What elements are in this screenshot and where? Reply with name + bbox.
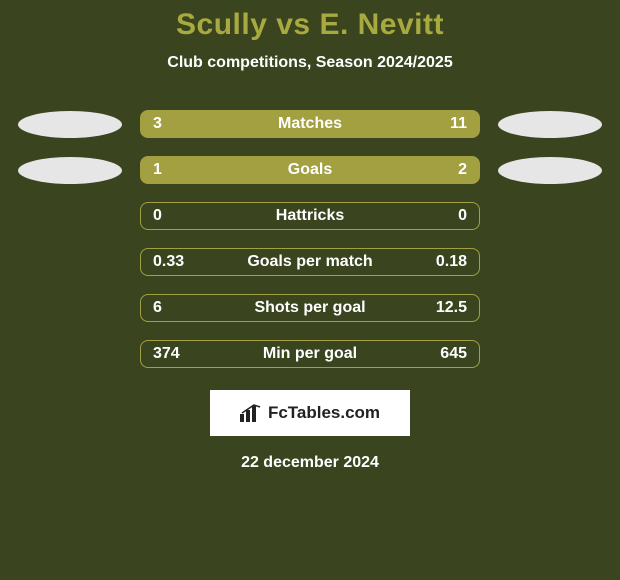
stat-right-value: 0 bbox=[458, 207, 467, 225]
stat-bar: 0 Hattricks 0 bbox=[140, 202, 480, 230]
stat-row: 3 Matches 11 bbox=[0, 110, 620, 138]
stat-right-value: 0.18 bbox=[436, 253, 467, 271]
stat-left-value: 0 bbox=[153, 207, 162, 225]
player2-marker bbox=[498, 111, 602, 138]
logo-text: FcTables.com bbox=[268, 403, 380, 423]
stat-right-value: 2 bbox=[458, 161, 467, 179]
stat-label: Min per goal bbox=[263, 345, 357, 363]
stat-left-value: 6 bbox=[153, 299, 162, 317]
player1-marker bbox=[18, 157, 122, 184]
player1-marker bbox=[18, 111, 122, 138]
stat-bar: 6 Shots per goal 12.5 bbox=[140, 294, 480, 322]
fctables-logo: FcTables.com bbox=[210, 390, 410, 436]
date-text: 22 december 2024 bbox=[241, 454, 379, 472]
stat-bar: 1 Goals 2 bbox=[140, 156, 480, 184]
stats-rows: 3Matches111Goals20Hattricks00.33Goals pe… bbox=[0, 110, 620, 368]
stat-bar: 374 Min per goal 645 bbox=[140, 340, 480, 368]
stat-right-value: 645 bbox=[440, 345, 467, 363]
stat-row: 374 Min per goal 645 bbox=[0, 340, 620, 368]
player1-name: Scully bbox=[176, 8, 267, 41]
stat-bar: 3 Matches 11 bbox=[140, 110, 480, 138]
stat-label: Matches bbox=[278, 115, 342, 133]
comparison-card: Scully vs E. Nevitt Club competitions, S… bbox=[0, 0, 620, 580]
stat-row: 6 Shots per goal 12.5 bbox=[0, 294, 620, 322]
stat-left-value: 0.33 bbox=[153, 253, 184, 271]
page-title: Scully vs E. Nevitt bbox=[176, 8, 444, 42]
stat-bar: 0.33 Goals per match 0.18 bbox=[140, 248, 480, 276]
subtitle: Club competitions, Season 2024/2025 bbox=[167, 54, 452, 72]
stat-right-value: 11 bbox=[450, 115, 467, 133]
stat-right-value: 12.5 bbox=[436, 299, 467, 317]
stat-label: Hattricks bbox=[276, 207, 344, 225]
stat-left-value: 3 bbox=[153, 115, 162, 133]
vs-text: vs bbox=[276, 8, 310, 41]
logo-chart-icon bbox=[240, 404, 262, 422]
stat-left-value: 374 bbox=[153, 345, 180, 363]
stat-left-value: 1 bbox=[153, 161, 162, 179]
stat-label: Shots per goal bbox=[254, 299, 365, 317]
player2-name: E. Nevitt bbox=[319, 8, 444, 41]
stat-row: 0 Hattricks 0 bbox=[0, 202, 620, 230]
player2-marker bbox=[498, 157, 602, 184]
stat-label: Goals per match bbox=[247, 253, 372, 271]
stat-row: 0.33 Goals per match 0.18 bbox=[0, 248, 620, 276]
stat-label: Goals bbox=[288, 161, 332, 179]
stat-row: 1 Goals 2 bbox=[0, 156, 620, 184]
